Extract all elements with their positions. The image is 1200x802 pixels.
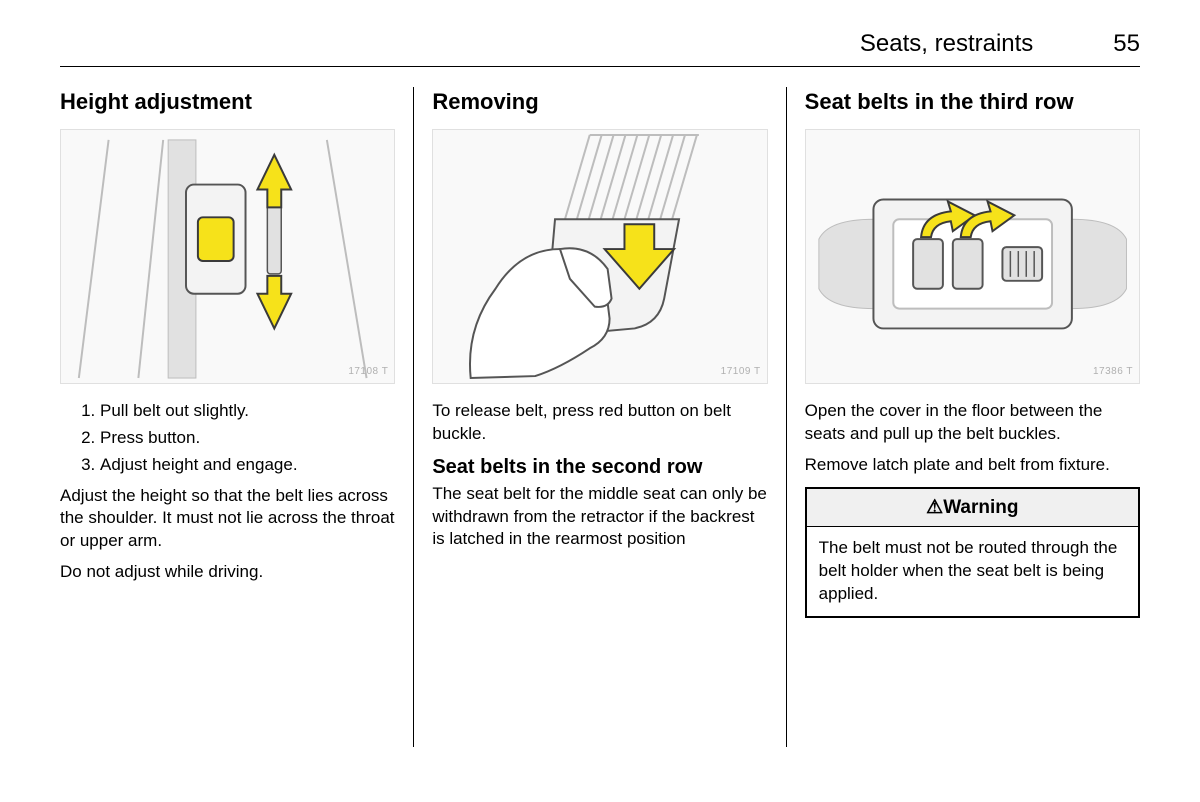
figure-removing: 17109 T xyxy=(432,129,767,384)
column-2: Removing xyxy=(414,87,785,747)
removing-illustration xyxy=(433,130,766,383)
column-3: Seat belts in the third row xyxy=(787,87,1140,747)
col2-p2: The seat belt for the middle seat can on… xyxy=(432,483,767,552)
page-header: Seats, restraints 55 xyxy=(60,30,1140,58)
col3-heading: Seat belts in the third row xyxy=(805,87,1140,117)
warning-heading: ⚠Warning xyxy=(807,489,1138,528)
header-divider xyxy=(60,66,1140,67)
step-1: Pull belt out slightly. xyxy=(100,400,395,423)
column-1: Height adjustment 17108 T xyxy=(60,87,413,747)
height-adjust-illustration xyxy=(61,130,394,383)
col1-heading: Height adjustment xyxy=(60,87,395,117)
warning-title: Warning xyxy=(943,497,1018,518)
col2-heading: Removing xyxy=(432,87,767,117)
step-3: Adjust height and engage. xyxy=(100,454,395,477)
figref-3: 17386 T xyxy=(1093,365,1133,379)
col1-steps: Pull belt out slightly. Press button. Ad… xyxy=(60,400,395,477)
step-2: Press button. xyxy=(100,427,395,450)
third-row-illustration xyxy=(806,130,1139,383)
figure-third-row: 17386 T xyxy=(805,129,1140,384)
warning-icon: ⚠ xyxy=(926,497,943,518)
warning-body: The belt must not be routed through the … xyxy=(807,527,1138,616)
figref-1: 17108 T xyxy=(348,365,388,379)
col1-p2: Do not adjust while driving. xyxy=(60,561,395,584)
warning-box: ⚠Warning The belt must not be routed thr… xyxy=(805,487,1140,618)
figure-height-adjust: 17108 T xyxy=(60,129,395,384)
figref-2: 17109 T xyxy=(721,365,761,379)
col2-p1: To release belt, press red button on bel… xyxy=(432,400,767,446)
col3-p2: Remove latch plate and belt from fixture… xyxy=(805,454,1140,477)
col2-subheading: Seat belts in the second row xyxy=(432,454,767,481)
page-number: 55 xyxy=(1113,30,1140,58)
col1-p1: Adjust the height so that the belt lies … xyxy=(60,485,395,554)
content-columns: Height adjustment 17108 T xyxy=(60,87,1140,747)
section-title: Seats, restraints xyxy=(860,30,1033,58)
col3-p1: Open the cover in the floor between the … xyxy=(805,400,1140,446)
